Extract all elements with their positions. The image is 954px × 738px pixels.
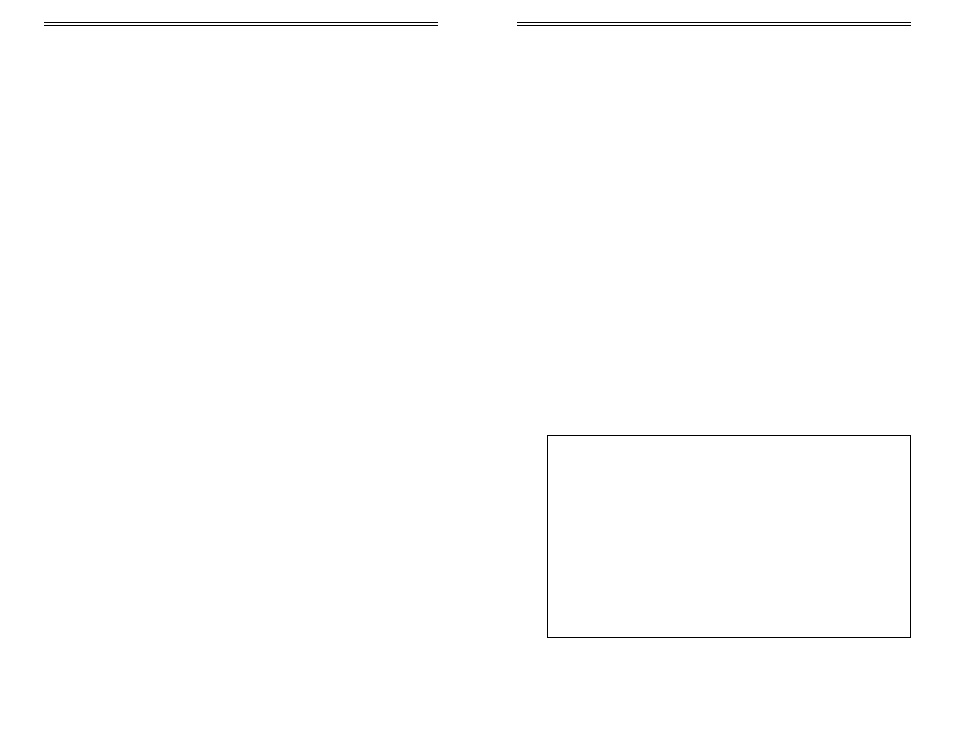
right-column-divider — [517, 22, 911, 26]
content-box — [547, 435, 911, 638]
right-column — [517, 22, 911, 30]
left-column — [44, 22, 438, 30]
left-column-divider — [44, 22, 438, 26]
